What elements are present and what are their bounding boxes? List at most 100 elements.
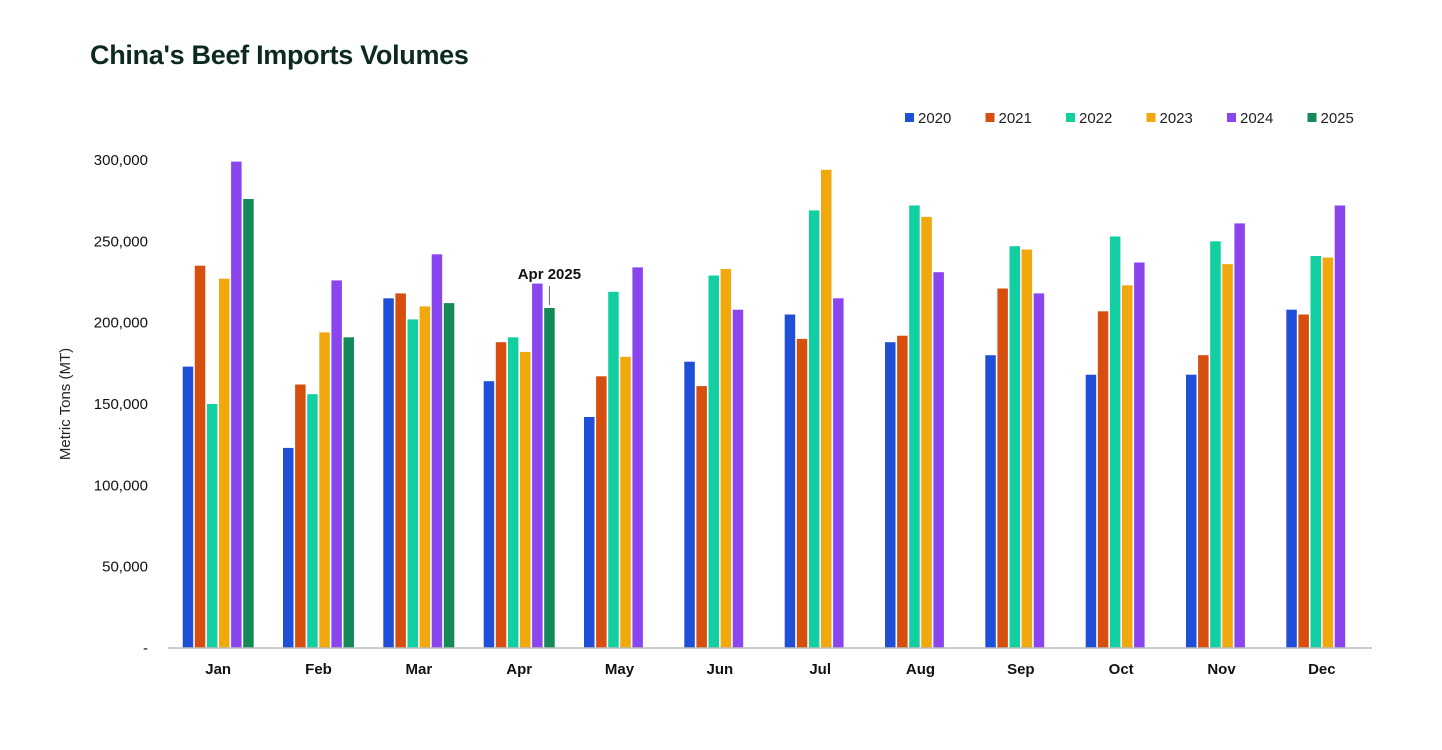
bar-jul-2021	[796, 338, 808, 648]
x-axis: Jan Feb Mar Apr May Jun Jul Aug Sep Oct Nov Dec	[205, 661, 1335, 678]
bar-jul-2023	[821, 169, 832, 649]
bar-dec-2022	[1310, 256, 1321, 648]
bar-sep-2021	[997, 288, 1008, 648]
bar-jan-2020	[182, 366, 194, 648]
bar-mar-2024	[431, 254, 443, 649]
bar-feb-2022	[307, 394, 318, 648]
bar-apr-2024	[532, 283, 543, 648]
bar-may-2023	[620, 356, 631, 648]
x-tick-label: Aug	[906, 661, 935, 678]
x-tick-label: Sep	[1007, 661, 1035, 678]
bar-oct-2023	[1122, 285, 1133, 648]
x-tick-label: Oct	[1109, 661, 1134, 678]
bar-apr-2022	[507, 337, 519, 648]
y-axis-title: Metric Tons (MT)	[57, 348, 74, 460]
bar-feb-2024	[331, 280, 342, 648]
bar-aug-2024	[933, 272, 944, 648]
x-tick-label: Dec	[1308, 661, 1336, 678]
bar-dec-2020	[1286, 309, 1297, 648]
bar-jun-2021	[696, 386, 707, 648]
legend-swatch-2021	[985, 113, 995, 122]
bar-dec-2024	[1334, 205, 1346, 648]
bar-oct-2024	[1134, 262, 1145, 648]
bar-apr-2023	[520, 351, 531, 648]
legend-label-2025: 2025	[1321, 110, 1354, 127]
bar-jul-2024	[833, 298, 844, 648]
y-tick-label: 50,000	[102, 559, 148, 576]
bar-nov-2020	[1186, 374, 1197, 648]
x-tick-label: Jun	[706, 661, 733, 678]
bar-may-2020	[584, 417, 595, 648]
legend: 2020 2021 2022 2023 2024 2025	[905, 110, 1354, 127]
bar-sep-2023	[1021, 249, 1033, 648]
bar-oct-2021	[1097, 311, 1109, 648]
legend-label-2021: 2021	[999, 110, 1032, 127]
bar-apr-2025	[544, 308, 555, 648]
bars-group	[182, 161, 1346, 649]
y-tick-label: 100,000	[94, 477, 148, 494]
bar-feb-2020	[283, 447, 294, 648]
bar-mar-2022	[407, 319, 418, 648]
bar-aug-2020	[885, 342, 896, 648]
bar-dec-2023	[1322, 257, 1334, 648]
legend-swatch-2020	[905, 113, 914, 122]
chart-title: China's Beef Imports Volumes	[90, 40, 469, 70]
legend-swatch-2023	[1146, 113, 1156, 122]
bar-aug-2021	[897, 335, 908, 648]
annotation-label: Apr 2025	[518, 266, 581, 283]
bar-may-2022	[608, 291, 619, 648]
bar-nov-2024	[1234, 223, 1245, 648]
bar-feb-2023	[319, 332, 330, 648]
bar-feb-2021	[295, 384, 306, 648]
y-tick-label: 250,000	[94, 233, 148, 250]
legend-label-2020: 2020	[918, 110, 951, 127]
bar-jun-2020	[684, 361, 695, 648]
x-tick-label: Jul	[809, 661, 831, 678]
bar-jul-2022	[808, 210, 820, 648]
bar-apr-2021	[495, 342, 507, 648]
bar-jan-2021	[194, 265, 206, 648]
y-tick-label: 200,000	[94, 315, 148, 332]
bar-jul-2020	[784, 314, 796, 648]
x-tick-label: Jan	[205, 661, 231, 678]
bar-jan-2023	[219, 278, 230, 648]
bar-aug-2023	[921, 216, 932, 648]
legend-swatch-2025	[1307, 113, 1317, 122]
y-tick-label: 150,000	[94, 396, 148, 413]
bar-mar-2020	[383, 298, 394, 648]
bar-mar-2025	[443, 303, 455, 648]
bar-feb-2025	[343, 337, 354, 648]
bar-nov-2023	[1222, 264, 1233, 648]
bar-oct-2020	[1085, 374, 1097, 648]
bar-sep-2024	[1033, 293, 1045, 648]
y-tick-label: -	[143, 640, 148, 657]
bar-may-2021	[596, 376, 607, 648]
bar-mar-2023	[419, 306, 431, 648]
x-tick-label: May	[605, 661, 635, 678]
x-tick-label: Nov	[1207, 661, 1236, 678]
x-tick-label: Mar	[405, 661, 432, 678]
legend-swatch-2022	[1066, 113, 1075, 122]
y-tick-label: 300,000	[94, 152, 148, 169]
bar-jun-2023	[720, 269, 732, 648]
bar-jan-2024	[231, 161, 242, 648]
x-tick-label: Feb	[305, 661, 332, 678]
legend-label-2024: 2024	[1240, 110, 1273, 127]
bar-nov-2022	[1210, 241, 1221, 649]
bar-jun-2022	[708, 275, 719, 648]
y-axis: - 50,000 100,000 150,000 200,000 250,000 300,0…	[94, 152, 148, 657]
bar-aug-2022	[909, 205, 920, 648]
bar-jan-2022	[206, 404, 218, 648]
legend-swatch-2024	[1227, 113, 1236, 122]
bar-nov-2021	[1198, 355, 1209, 648]
bar-jun-2024	[732, 309, 744, 648]
bar-mar-2021	[395, 293, 406, 648]
legend-label-2022: 2022	[1079, 110, 1112, 127]
bar-sep-2020	[985, 355, 996, 648]
bar-apr-2020	[483, 381, 495, 648]
bar-sep-2022	[1009, 246, 1020, 648]
annotations: Apr 2025	[518, 266, 581, 306]
bar-jan-2025	[243, 199, 254, 648]
x-tick-label: Apr	[506, 661, 532, 678]
